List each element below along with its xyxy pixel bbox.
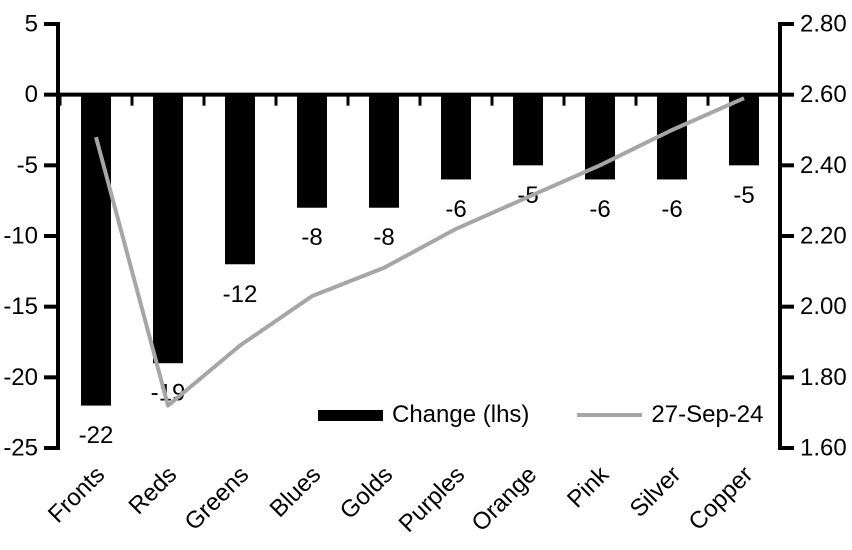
- legend-label-change: Change (lhs): [392, 401, 530, 428]
- category-label: Greens: [179, 461, 254, 536]
- legend-line-swatch: [577, 413, 643, 417]
- line-series: [94, 96, 745, 408]
- bar-data-label: -8: [373, 224, 394, 251]
- bar: [81, 93, 111, 406]
- y-axis-left-tick-label: -15: [3, 293, 38, 320]
- y-axis-left-tick-label: -10: [3, 223, 38, 250]
- bar-data-label: -6: [661, 196, 682, 223]
- bar: [225, 93, 255, 265]
- legend-bar-swatch: [318, 409, 383, 421]
- y-axis-left-tick-label: 0: [25, 81, 38, 108]
- y-axis-right-tick-label: 1.60: [800, 435, 847, 462]
- bar-data-label: -6: [589, 196, 610, 223]
- bar: [297, 93, 327, 208]
- y-axis-left-tick-label: -25: [3, 435, 38, 462]
- y-axis-right-tick-label: 1.80: [800, 364, 847, 391]
- bar-data-label: -6: [445, 196, 466, 223]
- y-axis-right-tick-label: 2.40: [800, 152, 847, 179]
- y-axis-right-tick-label: 2.60: [800, 81, 847, 108]
- bar: [441, 93, 471, 180]
- category-label: Blues: [265, 461, 327, 523]
- y-axis-left-tick-label: -5: [17, 152, 38, 179]
- bar: [729, 93, 759, 166]
- y-axis-right-tick-label: 2.20: [800, 223, 847, 250]
- category-label: Orange: [467, 461, 543, 537]
- legend-label-date: 27-Sep-24: [651, 401, 764, 428]
- category-label: Silver: [625, 461, 687, 523]
- bar: [153, 93, 183, 364]
- bar-data-label: -8: [301, 224, 322, 251]
- bar: [369, 93, 399, 208]
- y-axis-right-tick-label: 2.80: [800, 11, 847, 38]
- category-label: Copper: [683, 461, 758, 536]
- y-axis-left-tick-label: 5: [25, 11, 38, 38]
- category-label: Reds: [124, 461, 183, 520]
- category-label: Purples: [394, 461, 471, 538]
- category-label: Fronts: [43, 461, 110, 528]
- y-axis-right-tick-label: 2.00: [800, 293, 847, 320]
- y-axis-left-tick-label: -20: [3, 364, 38, 391]
- category-label: Golds: [335, 461, 398, 524]
- legend: Change (lhs) 27-Sep-24: [318, 401, 763, 429]
- bar-data-label: -5: [733, 182, 754, 209]
- category-label: Pink: [562, 460, 615, 513]
- bar-data-label: -22: [79, 422, 114, 449]
- bar-data-label: -12: [223, 281, 258, 308]
- bar: [513, 93, 543, 166]
